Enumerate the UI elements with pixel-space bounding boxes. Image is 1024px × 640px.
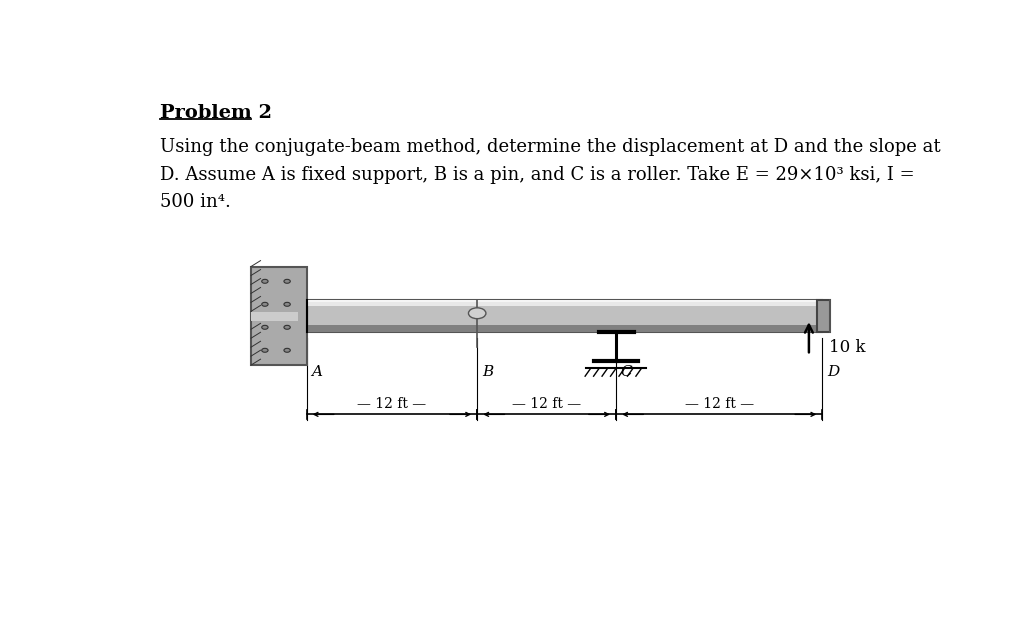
- Circle shape: [262, 279, 268, 284]
- Bar: [306, 300, 822, 332]
- Bar: [306, 324, 822, 332]
- Text: D. Assume A is fixed support, B is a pin, and C is a roller. Take E = 29×10³ ksi: D. Assume A is fixed support, B is a pin…: [160, 166, 914, 184]
- Circle shape: [284, 325, 290, 329]
- Bar: [306, 301, 822, 305]
- Circle shape: [284, 302, 290, 307]
- Bar: [306, 300, 822, 302]
- Text: B: B: [482, 365, 494, 379]
- Bar: [251, 266, 306, 365]
- Text: Using the conjugate-beam method, determine the displacement at D and the slope a: Using the conjugate-beam method, determi…: [160, 138, 940, 156]
- Text: — 12 ft —: — 12 ft —: [685, 397, 754, 412]
- Bar: [817, 300, 829, 332]
- Bar: [251, 312, 298, 321]
- Text: — 12 ft —: — 12 ft —: [357, 397, 426, 412]
- Circle shape: [284, 348, 290, 352]
- Circle shape: [262, 348, 268, 352]
- Circle shape: [262, 302, 268, 307]
- Circle shape: [262, 325, 268, 329]
- Text: — 12 ft —: — 12 ft —: [512, 397, 582, 412]
- Text: D: D: [827, 365, 840, 379]
- Text: Problem 2: Problem 2: [160, 104, 271, 122]
- Circle shape: [284, 279, 290, 284]
- Text: A: A: [311, 365, 323, 379]
- Text: 500 in⁴.: 500 in⁴.: [160, 193, 230, 211]
- Circle shape: [468, 308, 486, 319]
- Text: 10 k: 10 k: [828, 339, 865, 356]
- Text: C: C: [621, 365, 633, 379]
